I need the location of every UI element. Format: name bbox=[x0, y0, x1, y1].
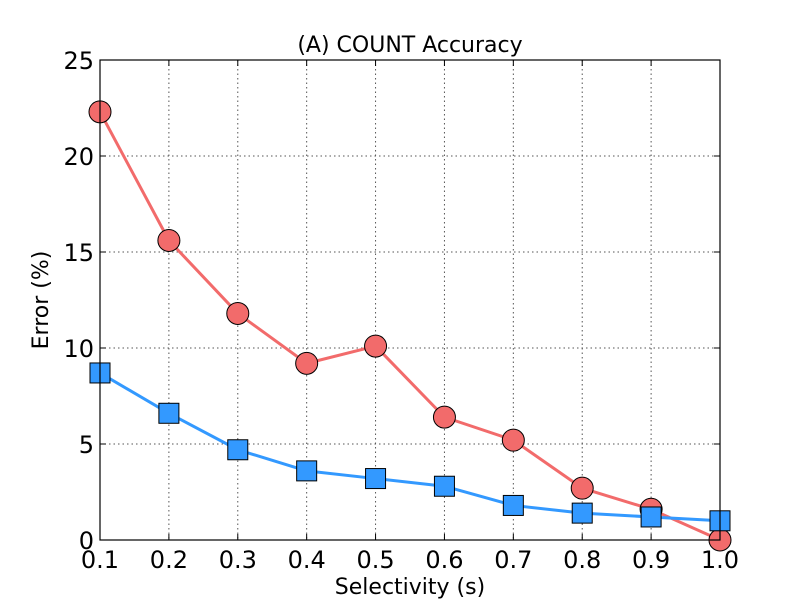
x-tick-label: 0.8 bbox=[563, 546, 601, 574]
x-tick-label: 1.0 bbox=[701, 546, 739, 574]
circle-marker bbox=[432, 405, 456, 429]
tick-marks bbox=[99, 59, 721, 541]
square-marker bbox=[296, 460, 318, 482]
x-tick-label: 0.1 bbox=[81, 546, 119, 574]
series-line-2 bbox=[99, 371, 721, 523]
x-axis-label: Selectivity (s) bbox=[335, 575, 485, 600]
square-marker bbox=[640, 506, 662, 528]
square-marker bbox=[227, 439, 249, 461]
plot-frame bbox=[99, 59, 721, 541]
circle-marker bbox=[226, 301, 250, 325]
y-tick-label: 5 bbox=[79, 431, 94, 459]
x-tick-label: 0.9 bbox=[632, 546, 670, 574]
y-tick-labels: 0 5 10 15 20 25 bbox=[63, 47, 94, 555]
x-tick-label: 0.6 bbox=[425, 546, 463, 574]
chart-title: (A) COUNT Accuracy bbox=[297, 33, 522, 58]
circle-marker bbox=[157, 228, 181, 252]
markers bbox=[88, 100, 732, 552]
y-tick-label: 0 bbox=[79, 527, 94, 555]
circle-marker bbox=[364, 334, 388, 358]
series-lines bbox=[98, 111, 721, 542]
circle-marker bbox=[570, 476, 594, 500]
x-tick-label: 0.4 bbox=[288, 546, 326, 574]
square-marker bbox=[433, 475, 455, 497]
square-marker bbox=[502, 494, 524, 516]
circle-marker bbox=[501, 428, 525, 452]
circle-marker bbox=[295, 351, 319, 375]
y-tick-label: 20 bbox=[63, 143, 94, 171]
square-marker bbox=[158, 402, 180, 424]
square-marker bbox=[365, 468, 387, 490]
y-tick-label: 10 bbox=[63, 335, 94, 363]
y-tick-label: 15 bbox=[63, 239, 94, 267]
y-axis-label: Error (%) bbox=[29, 251, 54, 350]
x-tick-labels: 0.1 0.2 0.3 0.4 0.5 0.6 0.7 0.8 0.9 1.0 bbox=[81, 546, 739, 574]
series-line-1 bbox=[98, 111, 721, 542]
x-tick-label: 0.3 bbox=[219, 546, 257, 574]
grid bbox=[100, 60, 720, 540]
x-tick-label: 0.7 bbox=[494, 546, 532, 574]
x-tick-label: 0.5 bbox=[356, 546, 394, 574]
x-tick-label: 0.2 bbox=[150, 546, 188, 574]
y-tick-label: 25 bbox=[63, 47, 94, 75]
square-marker bbox=[571, 502, 593, 524]
